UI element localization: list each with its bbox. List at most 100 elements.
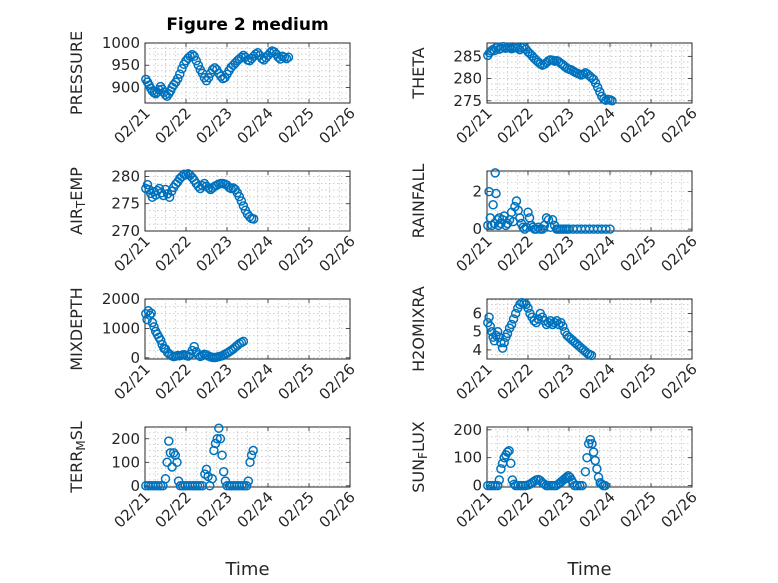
data-point (250, 49, 261, 59)
y-tick-label: 950 (111, 56, 140, 74)
data-point (502, 328, 513, 339)
x-tick-label: 02/22 (494, 232, 537, 275)
y-axis-label: MIXDEPTH (67, 287, 86, 370)
data-point (193, 60, 204, 70)
x-tick-label: 02/21 (453, 232, 496, 275)
data-point (147, 317, 158, 328)
data-point (203, 72, 214, 83)
data-point (142, 179, 153, 190)
data-point (531, 224, 541, 234)
y-tick-label: 285 (453, 47, 482, 65)
x-tick-label: 02/25 (275, 360, 318, 403)
y-tick-label: 0 (472, 220, 482, 238)
y-tick-label: 4 (472, 341, 482, 359)
data-point (173, 73, 183, 84)
data-point (499, 337, 509, 348)
data-point (582, 452, 592, 463)
y-tick-label: 200 (453, 421, 482, 439)
mixdepth-panel: 01000200002/2102/2202/2302/2402/2502/26M… (67, 287, 359, 403)
y-tick-label: 0 (472, 477, 482, 495)
x-tick-label: 02/26 (658, 360, 701, 403)
x-tick-label: 02/24 (234, 360, 277, 403)
data-point (218, 466, 229, 477)
data-point (172, 457, 182, 468)
data-point (578, 69, 589, 79)
data-point (523, 303, 533, 313)
y-tick-label: 1000 (102, 34, 140, 52)
data-point (535, 59, 546, 69)
data-point (234, 191, 245, 202)
x-tick-label: 02/21 (453, 360, 496, 403)
data-point (492, 326, 503, 337)
data-point (488, 200, 498, 210)
x-tick-label: 02/25 (275, 488, 318, 531)
data-point (504, 445, 514, 456)
data-point (283, 52, 294, 62)
air-temp-panel: 27027528002/2102/2202/2302/2402/2502/26A… (67, 167, 359, 276)
data-point (491, 188, 501, 199)
data-point (601, 224, 611, 234)
y-tick-label: 100 (111, 453, 140, 471)
x-tick-label: 02/22 (494, 360, 537, 403)
data-point (248, 445, 258, 456)
data-point (210, 438, 221, 449)
pressure-panel: 900 950 1000 02/2102/2202/2302/2402/2502/26… (67, 15, 359, 147)
data-point (485, 321, 496, 332)
data-point (496, 337, 506, 348)
data-point (189, 51, 199, 62)
y-tick-label: 2000 (102, 290, 140, 308)
y-tick-label: 270 (111, 222, 140, 240)
x-tick-label: 02/25 (275, 104, 318, 147)
data-point (506, 458, 516, 469)
x-tick-label: 02/25 (275, 232, 318, 275)
x-tick-label: 02/24 (234, 232, 277, 275)
x-tick-label: 02/24 (576, 360, 619, 403)
y-axis-label: AIRTEMP (67, 167, 88, 235)
data-point (484, 312, 494, 322)
y-axis-label: PRESSURE (67, 31, 86, 115)
x-tick-label: 02/25 (617, 104, 660, 147)
y-axis-label: TERRMSL (67, 421, 88, 494)
data-point (215, 434, 226, 444)
y-tick-label: 275 (111, 195, 140, 213)
x-tick-label: 02/25 (617, 360, 660, 403)
data-point (539, 479, 550, 489)
data-point (281, 53, 292, 64)
x-tick-label: 02/24 (576, 104, 619, 147)
data-point (146, 308, 156, 318)
data-point (189, 341, 199, 352)
sun-flux-panel: 010020002/2102/2202/2302/2402/2502/26SUN… (409, 421, 701, 580)
data-point (168, 448, 179, 458)
data-point (243, 476, 254, 486)
data-point (492, 480, 503, 491)
x-tick-label: 02/26 (658, 232, 701, 275)
data-point (217, 450, 227, 460)
y-axis-label: SUNFLUX (409, 421, 430, 493)
x-tick-label: 02/26 (316, 360, 359, 403)
data-point (155, 335, 166, 345)
data-point (214, 423, 224, 433)
x-tick-label: 02/22 (152, 360, 195, 403)
data-point (236, 52, 247, 62)
y-tick-label: 280 (111, 167, 140, 185)
x-tick-label: 02/24 (234, 104, 277, 147)
data-point (248, 214, 259, 224)
data-point (600, 480, 610, 491)
x-tick-label: 02/22 (152, 232, 195, 275)
x-tick-label: 02/26 (316, 232, 359, 275)
x-tick-label: 02/23 (193, 104, 236, 147)
y-tick-label: 200 (111, 430, 140, 448)
data-point (279, 52, 290, 62)
y-tick-label: 5 (472, 323, 482, 341)
data-point (592, 82, 603, 93)
x-tick-label: 02/22 (494, 104, 537, 147)
x-tick-label: 02/22 (152, 104, 195, 147)
data-point (207, 474, 217, 484)
x-axis-label: Time (224, 559, 269, 580)
data-point (508, 314, 519, 324)
data-point (490, 168, 500, 178)
data-point (164, 192, 175, 202)
data-point (212, 434, 222, 444)
